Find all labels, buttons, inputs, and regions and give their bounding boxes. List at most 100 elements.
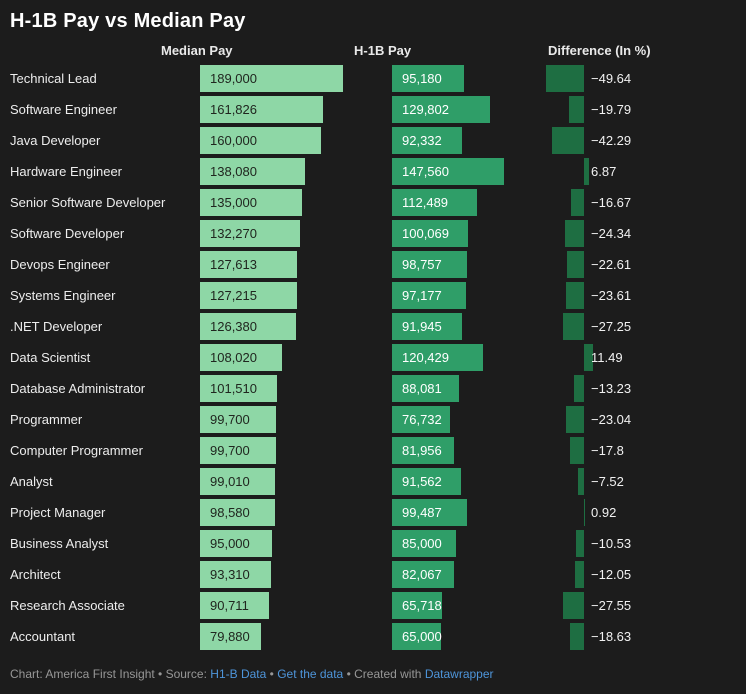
row-label: Senior Software Developer [10,195,166,210]
diff-bar [566,251,584,278]
diff-bar [584,344,593,371]
median-value: 99,010 [210,474,250,489]
median-bar: 161,826 [200,96,323,123]
diff-bar [563,313,584,340]
h1b-value: 81,956 [402,443,442,458]
diff-value: 6.87 [591,164,617,179]
diff-value: −16.67 [591,195,632,210]
median-bar: 90,711 [200,592,269,619]
median-value: 135,000 [210,195,257,210]
h1b-value: 97,177 [402,288,442,303]
h1b-value: 120,429 [402,350,449,365]
diff-bar [565,282,584,309]
diff-bar [575,530,584,557]
row-label: Systems Engineer [10,288,116,303]
chart-row: Data Scientist 108,020 120,429 11.49 [0,342,746,373]
diff-bar [578,468,584,495]
median-value: 126,380 [210,319,257,334]
footer-link-h1b-data[interactable]: H1-B Data [210,667,267,681]
h1b-bar: 97,177 [392,282,466,309]
diff-value: −23.04 [591,412,632,427]
diff-value: −24.34 [591,226,632,241]
diff-value: −13.23 [591,381,632,396]
row-label: Architect [10,567,61,582]
h1b-value: 147,560 [402,164,449,179]
h1b-value: 76,732 [402,412,442,427]
median-bar: 79,880 [200,623,261,650]
h1b-bar: 88,081 [392,375,459,402]
footer-link-datawrapper[interactable]: Datawrapper [424,667,494,681]
chart-row: Project Manager 98,580 99,487 0.92 [0,497,746,528]
diff-value: −42.29 [591,133,632,148]
diff-bar [568,96,584,123]
row-label: Software Developer [10,226,125,241]
h1b-bar: 129,802 [392,96,491,123]
diff-bar [584,499,585,526]
h1b-value: 98,757 [402,257,442,272]
chart-row: Software Developer 132,270 100,069 −24.3… [0,218,746,249]
median-value: 99,700 [210,412,250,427]
h1b-bar: 98,757 [392,251,467,278]
median-value: 90,711 [210,598,249,613]
chart-row: Analyst 99,010 91,562 −7.52 [0,466,746,497]
diff-value: −27.25 [591,319,632,334]
median-value: 160,000 [210,133,257,148]
diff-value: −18.63 [591,629,632,644]
row-label: Database Administrator [10,381,146,396]
diff-value: −12.05 [591,567,632,582]
h1b-value: 91,562 [402,474,442,489]
median-value: 79,880 [210,629,250,644]
chart-title: H-1B Pay vs Median Pay [10,10,246,32]
chart-row: Business Analyst 95,000 85,000 −10.53 [0,528,746,559]
median-value: 127,613 [210,257,257,272]
h1b-value: 88,081 [402,381,442,396]
h1b-value: 65,000 [402,629,442,644]
chart-row: Accountant 79,880 65,000 −18.63 [0,621,746,652]
h1b-value: 85,000 [402,536,442,551]
median-value: 93,310 [210,567,250,582]
chart-row: Technical Lead 189,000 95,180 −49.64 [0,63,746,94]
h1b-bar: 81,956 [392,437,455,464]
chart-row: Programmer 99,700 76,732 −23.04 [0,404,746,435]
h1b-bar: 76,732 [392,406,451,433]
footer-text: • Created with [343,667,425,681]
row-label: Data Scientist [10,350,91,365]
row-label: Java Developer [10,133,101,148]
h1b-value: 129,802 [402,102,449,117]
rows: Technical Lead 189,000 95,180 −49.64 Sof… [0,63,746,652]
median-bar: 108,020 [200,344,282,371]
h1b-value: 95,180 [402,71,442,86]
row-label: Accountant [10,629,76,644]
h1b-bar: 120,429 [392,344,484,371]
median-bar: 127,215 [200,282,297,309]
h1b-bar: 147,560 [392,158,504,185]
diff-bar [574,561,584,588]
diff-value: −19.79 [591,102,632,117]
row-label: Technical Lead [10,71,97,86]
h1b-bar: 82,067 [392,561,455,588]
footer-text: • [266,667,278,681]
chart-row: Devops Engineer 127,613 98,757 −22.61 [0,249,746,280]
diff-value: −22.61 [591,257,632,272]
chart-row: Architect 93,310 82,067 −12.05 [0,559,746,590]
h1b-value: 112,489 [402,195,449,210]
diff-bar [566,406,584,433]
median-value: 161,826 [210,102,257,117]
chart-row: Computer Programmer 99,700 81,956 −17.8 [0,435,746,466]
diff-bar [562,592,584,619]
median-bar: 99,010 [200,468,276,495]
h1b-value: 92,332 [402,133,442,148]
median-bar: 99,700 [200,406,276,433]
h1b-bar: 112,489 [392,189,478,216]
diff-bar [573,375,584,402]
h1b-value: 65,718 [402,598,442,613]
column-header-h1b-pay: H-1B Pay [354,43,412,58]
footer-link-get-the-data[interactable]: Get the data [277,667,344,681]
h1b-bar: 85,000 [392,530,457,557]
h1b-value: 91,945 [402,319,442,334]
row-label: Software Engineer [10,102,117,117]
row-label: Business Analyst [10,536,109,551]
median-value: 99,700 [210,443,250,458]
diff-bar [570,437,584,464]
